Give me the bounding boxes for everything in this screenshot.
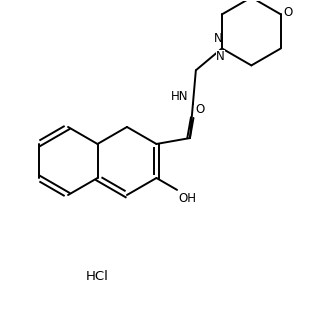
Text: HN: HN (170, 90, 188, 103)
Text: O: O (284, 6, 293, 19)
Text: HCl: HCl (86, 269, 109, 282)
Text: N: N (216, 50, 225, 63)
Text: OH: OH (179, 192, 197, 205)
Text: N: N (214, 32, 223, 45)
Text: O: O (195, 103, 204, 116)
